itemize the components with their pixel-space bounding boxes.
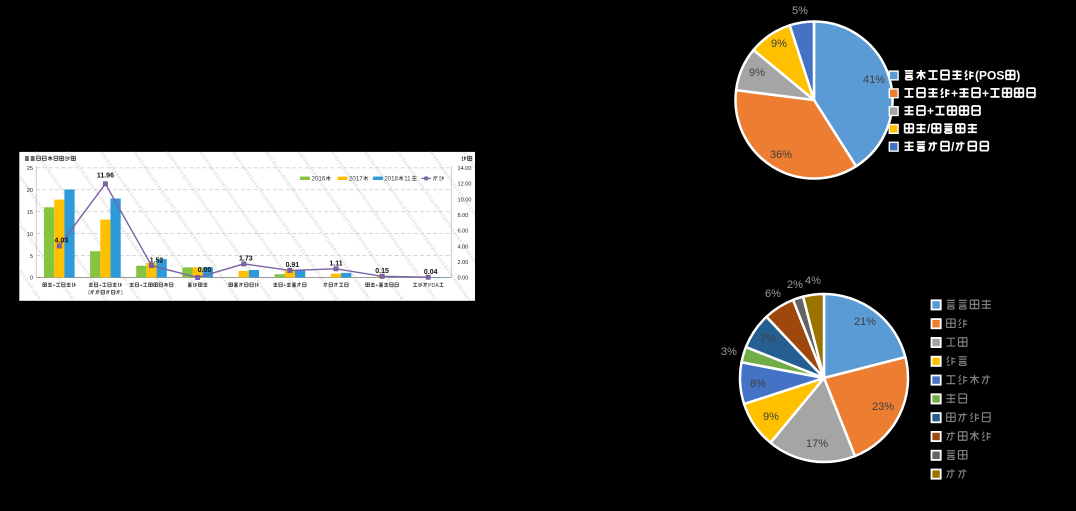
svg-text:PDA: PDA bbox=[428, 283, 439, 289]
svg-text:9%: 9% bbox=[771, 38, 787, 50]
svg-text:23%: 23% bbox=[872, 401, 894, 413]
svg-text:12.00: 12.00 bbox=[458, 182, 472, 188]
svg-text:1.73: 1.73 bbox=[239, 255, 253, 262]
svg-text:+: + bbox=[140, 283, 143, 289]
svg-text:2017: 2017 bbox=[349, 176, 363, 183]
svg-text:21%: 21% bbox=[854, 316, 876, 328]
svg-text:0.00: 0.00 bbox=[198, 267, 212, 274]
svg-text:7%: 7% bbox=[760, 333, 776, 345]
svg-text:1.52: 1.52 bbox=[150, 258, 164, 265]
svg-text:25: 25 bbox=[27, 166, 33, 172]
svg-text:41%: 41% bbox=[863, 74, 885, 86]
svg-text:9%: 9% bbox=[749, 67, 765, 79]
svg-text:15: 15 bbox=[27, 210, 33, 216]
svg-text:(POS: (POS bbox=[975, 69, 1004, 83]
svg-text:+: + bbox=[951, 86, 958, 100]
svg-text:4%: 4% bbox=[805, 275, 821, 287]
svg-text:3%: 3% bbox=[721, 346, 737, 358]
svg-text:11: 11 bbox=[404, 176, 411, 183]
svg-text:36%: 36% bbox=[770, 149, 792, 161]
svg-text:9%: 9% bbox=[763, 411, 779, 423]
svg-text:4.03: 4.03 bbox=[54, 237, 68, 244]
svg-text:0.00: 0.00 bbox=[458, 276, 469, 282]
svg-text:+: + bbox=[53, 283, 56, 289]
svg-text:17%: 17% bbox=[806, 438, 828, 450]
svg-text:+: + bbox=[982, 86, 989, 100]
svg-text:): ) bbox=[121, 290, 123, 296]
svg-text:8.00: 8.00 bbox=[458, 213, 469, 219]
svg-text:10.00: 10.00 bbox=[458, 197, 472, 203]
svg-text:1.11: 1.11 bbox=[329, 261, 342, 268]
svg-text:+: + bbox=[375, 283, 378, 289]
svg-text:8%: 8% bbox=[750, 378, 766, 390]
svg-text:+: + bbox=[99, 283, 102, 289]
svg-text:6%: 6% bbox=[765, 288, 781, 300]
svg-text:2.00: 2.00 bbox=[458, 260, 469, 266]
svg-text:20: 20 bbox=[27, 188, 33, 194]
svg-text:0.15: 0.15 bbox=[375, 268, 389, 275]
svg-text:0.91: 0.91 bbox=[286, 262, 300, 269]
svg-text:14.00: 14.00 bbox=[458, 166, 472, 172]
svg-text:0.04: 0.04 bbox=[424, 269, 438, 276]
svg-text:0: 0 bbox=[30, 276, 33, 282]
svg-text:5: 5 bbox=[30, 254, 33, 260]
svg-text:(: ( bbox=[88, 290, 90, 296]
svg-text:11.96: 11.96 bbox=[97, 172, 114, 179]
svg-text:4.00: 4.00 bbox=[458, 244, 469, 250]
svg-text:): ) bbox=[1016, 69, 1020, 83]
svg-text:2018: 2018 bbox=[384, 176, 398, 183]
svg-text:+: + bbox=[283, 283, 286, 289]
svg-text:6.00: 6.00 bbox=[458, 229, 469, 235]
svg-text:+: + bbox=[927, 104, 934, 118]
svg-text:2016: 2016 bbox=[312, 176, 326, 183]
svg-text:2%: 2% bbox=[787, 279, 803, 291]
svg-text:5%: 5% bbox=[792, 5, 808, 17]
svg-text:10: 10 bbox=[27, 232, 33, 238]
